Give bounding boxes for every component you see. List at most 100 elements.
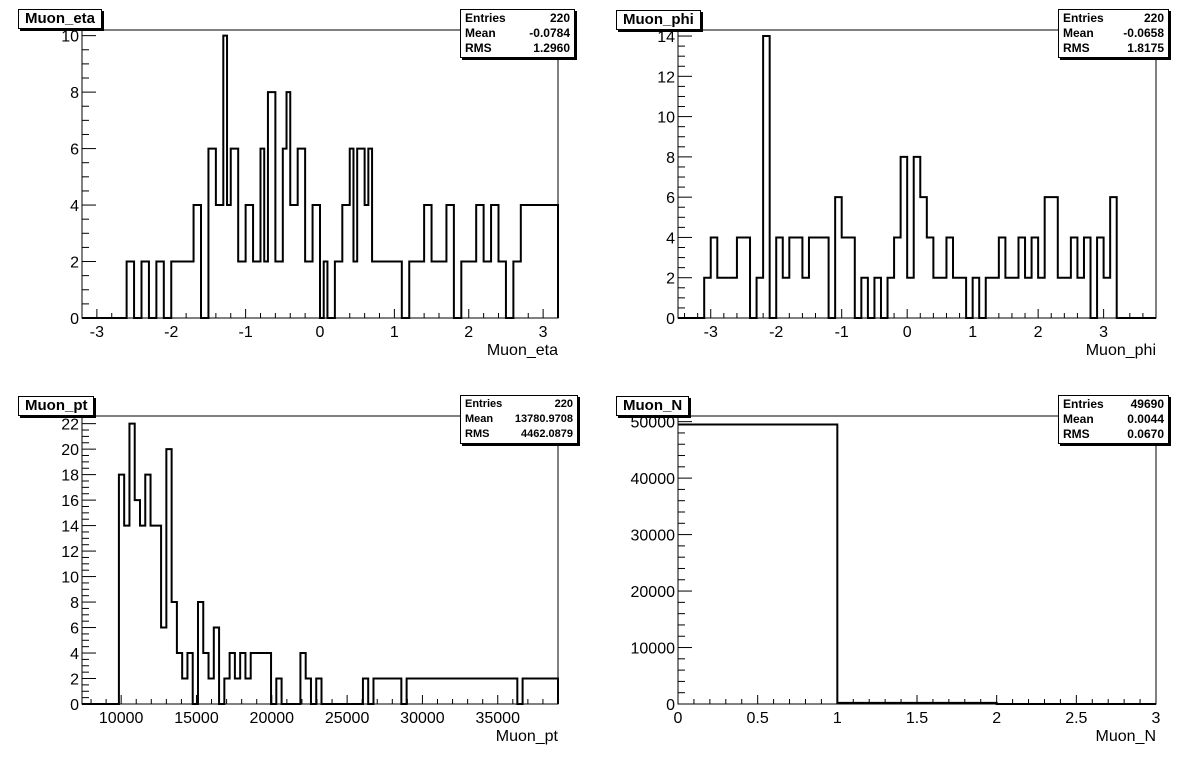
histogram-bin bbox=[290, 205, 297, 318]
histogram-title: Muon_pt bbox=[18, 396, 95, 416]
histogram-bin bbox=[484, 262, 491, 318]
histogram-bin bbox=[953, 278, 960, 318]
histogram-bin bbox=[171, 262, 178, 318]
stats-mean-row: Mean -0.0658 bbox=[1063, 26, 1164, 40]
stats-entries: 220 bbox=[549, 11, 570, 25]
y-tick-label: 10 bbox=[61, 570, 79, 587]
x-tick-label: 15000 bbox=[174, 710, 219, 727]
stats-entries: 220 bbox=[1143, 11, 1164, 25]
y-tick-label: 2 bbox=[666, 271, 675, 288]
histogram-bin bbox=[151, 526, 156, 704]
y-tick-label: 18 bbox=[61, 468, 79, 485]
histogram-bin bbox=[1077, 278, 1084, 318]
histogram-bin bbox=[678, 424, 837, 704]
histogram-bin bbox=[476, 205, 483, 318]
y-tick-label: 16 bbox=[61, 493, 79, 510]
y-tick-label: 40000 bbox=[631, 471, 676, 488]
histogram-bins bbox=[678, 35, 1156, 319]
stats-mean: -0.0784 bbox=[529, 26, 570, 40]
y-tick-label: 50000 bbox=[631, 415, 676, 432]
histogram-bin bbox=[491, 205, 498, 318]
x-tick-label: 3 bbox=[1099, 324, 1108, 341]
stats-rms: 4462.0879 bbox=[521, 428, 573, 440]
x-tick-label: -2 bbox=[164, 324, 178, 341]
x-axis-title: Muon_pt bbox=[496, 728, 559, 745]
pad-muon-n: 0 0.5 1 1.5 2 2.5 3 0 10000 20000 30000 40000 50000 M… bbox=[598, 386, 1196, 772]
x-tick-label: -3 bbox=[704, 324, 718, 341]
stats-rms-row: RMS 1.2960 bbox=[465, 41, 570, 55]
stats-entries: 49690 bbox=[1130, 397, 1164, 411]
histogram-bin bbox=[342, 205, 349, 318]
y-tick-label: 8 bbox=[666, 150, 675, 167]
histogram-bin bbox=[235, 679, 240, 704]
histogram-bin bbox=[717, 278, 737, 318]
y-tick-label: 14 bbox=[657, 29, 675, 46]
x-axis-title: Muon_phi bbox=[1086, 342, 1156, 359]
stats-entries-row: Entries 220 bbox=[1063, 11, 1164, 25]
y-tick-label: 4 bbox=[70, 198, 79, 215]
histogram-bin bbox=[432, 262, 439, 318]
histogram-title: Muon_phi bbox=[616, 10, 701, 30]
histogram-bin bbox=[469, 262, 476, 318]
histogram-bin bbox=[737, 237, 750, 318]
histogram-muon-eta: -3 -2 -1 0 1 2 3 0 2 4 6 8 10 Muon_eta bbox=[61, 29, 559, 359]
histogram-bin bbox=[182, 679, 187, 704]
x-tick-label: -1 bbox=[239, 324, 253, 341]
stats-box: Entries 220 Mean 13780.9708 RMS 4462.0879 bbox=[460, 395, 578, 444]
histogram-bin bbox=[161, 628, 166, 704]
pad-muon-eta: -3 -2 -1 0 1 2 3 0 2 4 6 8 10 Muon_eta Muon_eta Entri… bbox=[0, 0, 598, 386]
x-tick-label: -1 bbox=[835, 324, 849, 341]
histogram-bin bbox=[246, 205, 253, 318]
y-tick-label: 10000 bbox=[631, 641, 676, 658]
y-tick-label: 12 bbox=[61, 544, 79, 561]
histogram-bin bbox=[140, 526, 145, 704]
histogram-bin bbox=[1012, 278, 1019, 318]
x-tick-label: 2 bbox=[992, 710, 1001, 727]
histogram-bin bbox=[253, 262, 260, 318]
x-tick-label: 0 bbox=[903, 324, 912, 341]
x-tick-label: -2 bbox=[769, 324, 783, 341]
histogram-bin bbox=[268, 92, 275, 318]
histogram-title: Muon_N bbox=[616, 396, 690, 416]
plot-frame bbox=[677, 415, 1157, 705]
stats-rms-row: RMS 1.8175 bbox=[1063, 41, 1164, 55]
stats-box: Entries 220 Mean -0.0784 RMS 1.2960 bbox=[460, 9, 575, 58]
histogram-bin bbox=[907, 278, 914, 318]
y-tick-label: 10 bbox=[657, 110, 675, 127]
plot-frame bbox=[677, 29, 1157, 319]
x-tick-label: 2 bbox=[464, 324, 473, 341]
histogram-bin bbox=[940, 278, 947, 318]
stats-mean-row: Mean -0.0784 bbox=[465, 26, 570, 40]
histogram-bin bbox=[298, 149, 305, 318]
histogram-bin bbox=[208, 149, 215, 318]
stats-rms: 0.0670 bbox=[1127, 427, 1164, 441]
x-tick-label: 25000 bbox=[325, 710, 370, 727]
histogram-outline bbox=[82, 422, 559, 705]
histogram-bin bbox=[335, 262, 342, 318]
stats-box: Entries 49690 Mean 0.0044 RMS 0.0670 bbox=[1058, 395, 1169, 444]
histogram-bin bbox=[783, 278, 790, 318]
histogram-bin bbox=[179, 262, 186, 318]
y-tick-label: 6 bbox=[70, 621, 79, 638]
y-tick-label: 0 bbox=[70, 697, 79, 714]
histogram-bin bbox=[461, 262, 468, 318]
stats-mean: -0.0658 bbox=[1123, 26, 1164, 40]
stats-mean-row: Mean 13780.9708 bbox=[465, 413, 573, 425]
histogram-bin bbox=[127, 262, 134, 318]
histogram-bin bbox=[305, 262, 312, 318]
y-tick-label: 30000 bbox=[631, 528, 676, 545]
histogram-bin bbox=[513, 262, 520, 318]
histogram-bins bbox=[82, 34, 559, 319]
y-tick-label: 0 bbox=[666, 697, 675, 714]
histogram-bin bbox=[372, 262, 402, 318]
pad-muon-phi: -3 -2 -1 0 1 2 3 0 2 4 6 8 10 12 14 Muon_phi Muon_phi E… bbox=[598, 0, 1196, 386]
y-tick-label: 4 bbox=[666, 230, 675, 247]
histogram-bin bbox=[1104, 278, 1111, 318]
histogram-bin bbox=[424, 205, 431, 318]
histogram-bin bbox=[842, 237, 849, 318]
histogram-bin bbox=[194, 205, 201, 318]
stats-box: Entries 220 Mean -0.0658 RMS 1.8175 bbox=[1058, 9, 1169, 58]
y-tick-label: 12 bbox=[657, 69, 675, 86]
y-tick-label: 20000 bbox=[631, 584, 676, 601]
